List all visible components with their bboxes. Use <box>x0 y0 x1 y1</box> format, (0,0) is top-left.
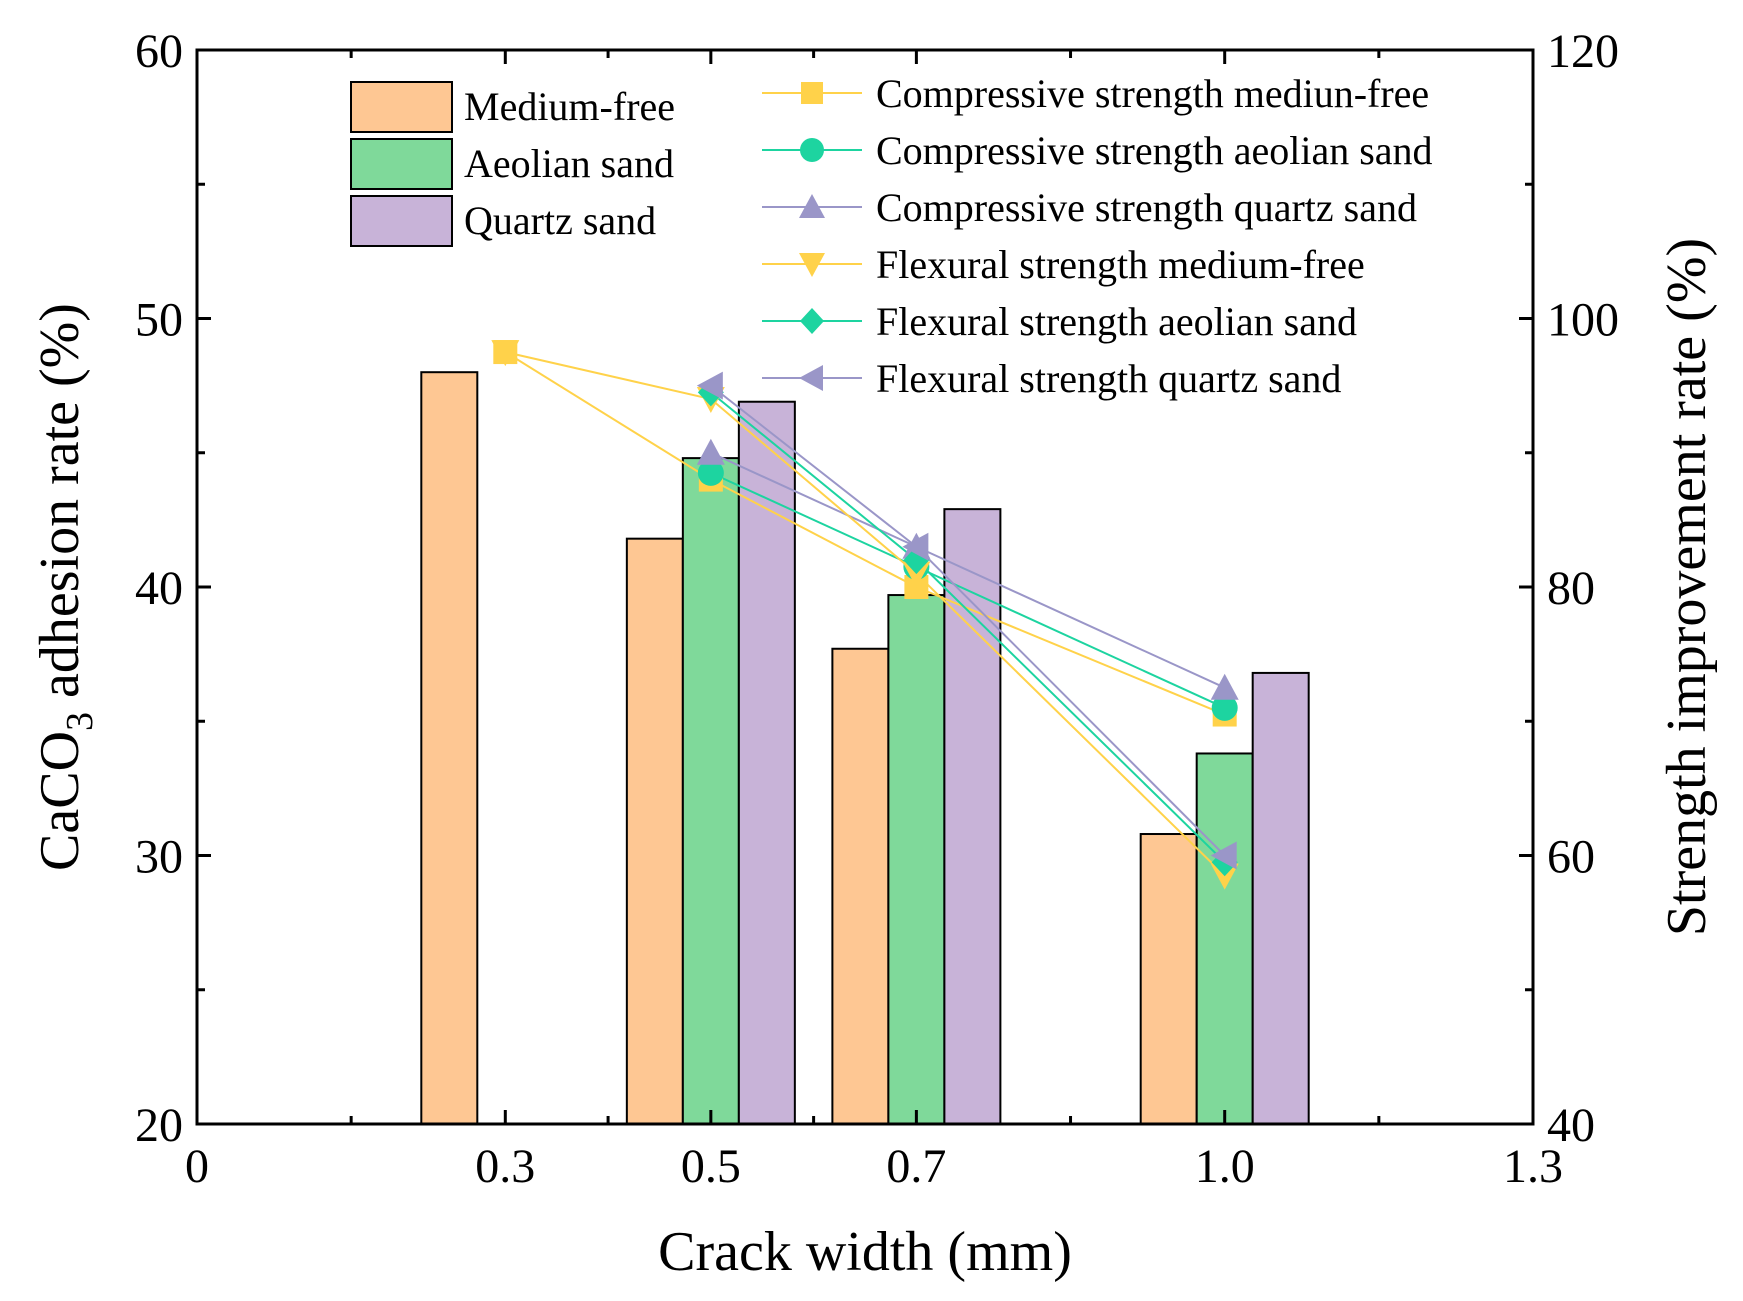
bar-medium-free-1 <box>1139 833 1198 1126</box>
y-left-tick-label: 50 <box>135 294 183 347</box>
point-compressive-strength-quartz-sand-1 <box>1210 673 1239 700</box>
line-compressive-strength-mediun-free <box>504 351 1226 716</box>
point-flexural-strength-quartz-sand-0_5 <box>696 371 723 400</box>
y-left-tick-label: 20 <box>135 1099 183 1152</box>
y-right-axis-title: Strength improvement rate (%) <box>1656 238 1718 936</box>
line-flexural-strength-medium-free <box>505 351 1226 877</box>
legend-marker-flexural-strength-aeolian-sand <box>800 308 824 334</box>
x-tick-label: 0.5 <box>681 1140 741 1193</box>
legend-label-flexural-strength-quartz-sand: Flexural strength quartz sand <box>876 356 1341 401</box>
bar-aeolian-sand-1 <box>1195 752 1254 1125</box>
bar-aeolian-sand-0_5 <box>681 457 740 1125</box>
legend: Medium-free Aeolian sand Quartz sand Compre… <box>350 71 1433 401</box>
legend-label-compressive-strength-quartz-sand: Compressive strength quartz sand <box>876 185 1417 230</box>
x-tick-label: 1.3 <box>1503 1140 1563 1193</box>
legend-label-flexural-strength-aeolian-sand: Flexural strength aeolian sand <box>876 299 1357 344</box>
x-tick-label: 1.0 <box>1195 1140 1255 1193</box>
legend-label-flexural-strength-medium-free: Flexural strength medium-free <box>876 242 1365 287</box>
legend-marker-compressive-strength-quartz-sand <box>799 194 825 218</box>
lines-layer <box>491 340 1239 890</box>
point-flexural-strength-medium-free-1 <box>1210 863 1239 890</box>
y-right-tick-label: 100 <box>1547 294 1619 347</box>
x-axis-title: Crack width (mm) <box>658 1221 1072 1283</box>
legend-marker-flexural-strength-medium-free <box>799 253 825 277</box>
y-right-tick-label: 80 <box>1547 562 1595 615</box>
bar-aeolian-sand-0_7 <box>887 594 946 1125</box>
bar-medium-free-0_5 <box>625 537 684 1125</box>
legend-swatch-medium-free <box>350 81 453 133</box>
point-compressive-strength-aeolian-sand-1 <box>1211 694 1238 721</box>
point-flexural-strength-medium-free-0_3 <box>491 340 520 367</box>
legend-label-medium-free: Medium-free <box>464 84 675 129</box>
y-right-tick-label: 40 <box>1547 1099 1595 1152</box>
y-right-tick-label: 120 <box>1547 25 1619 78</box>
bar-medium-free-0_7 <box>831 647 890 1125</box>
legend-label-compressive-strength-mediun-free: Compressive strength mediun-free <box>876 71 1429 116</box>
legend-label-compressive-strength-aeolian-sand: Compressive strength aeolian sand <box>876 128 1433 173</box>
bar-quartz-sand-1 <box>1251 671 1310 1125</box>
x-tick-label: 0.3 <box>475 1140 535 1193</box>
legend-label-quartz-sand: Quartz sand <box>464 198 656 243</box>
y-left-tick-label: 30 <box>135 831 183 884</box>
point-compressive-strength-aeolian-sand-0_5 <box>697 459 724 486</box>
bar-medium-free-0_3 <box>420 371 479 1125</box>
legend-swatch-quartz-sand <box>350 195 453 247</box>
y-left-axis-title: CaCO3 adhesion rate (%) <box>29 303 101 871</box>
point-compressive-strength-quartz-sand-0_5 <box>696 438 725 465</box>
bar-quartz-sand-0_5 <box>737 400 796 1125</box>
axes-layer: 0 0.3 0.5 0.7 1.0 1.3 20 30 40 50 60 40 60 80 100 120 Cr… <box>29 25 1718 1283</box>
bar-quartz-sand-0_7 <box>943 508 1002 1125</box>
legend-marker-flexural-strength-quartz-sand <box>799 365 823 391</box>
legend-marker-compressive-strength-mediun-free <box>801 82 823 104</box>
bars-layer <box>420 371 1310 1126</box>
y-left-tick-label: 60 <box>135 25 183 78</box>
y-right-tick-label: 60 <box>1547 831 1595 884</box>
point-flexural-strength-quartz-sand-1 <box>1210 841 1237 870</box>
y-left-tick-label: 40 <box>135 562 183 615</box>
legend-label-aeolian-sand: Aeolian sand <box>464 141 674 186</box>
legend-swatch-aeolian-sand <box>350 138 453 190</box>
point-flexural-strength-medium-free-0_7 <box>902 561 931 588</box>
x-tick-label: 0.7 <box>886 1140 946 1193</box>
legend-marker-compressive-strength-aeolian-sand <box>800 138 824 162</box>
point-flexural-strength-quartz-sand-0_7 <box>902 532 929 561</box>
x-tick-label: 0 <box>185 1140 209 1193</box>
